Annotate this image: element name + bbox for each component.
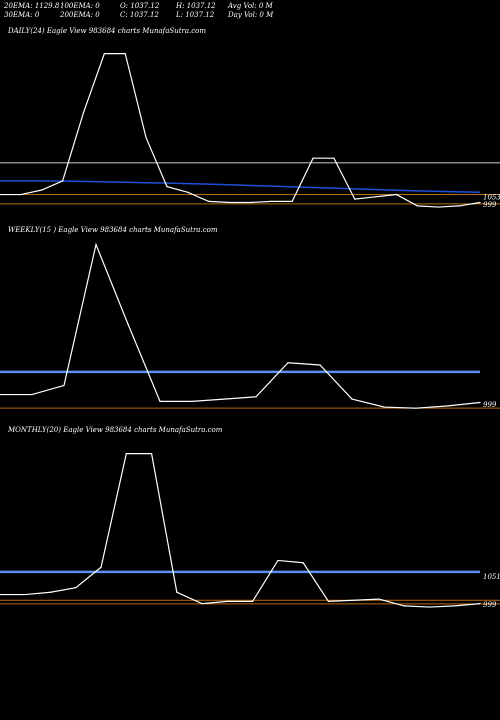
monthly-price-point — [403, 605, 405, 607]
daily-price-point — [228, 201, 231, 204]
daily-price-line — [0, 53, 481, 208]
weekly-price-point — [63, 384, 65, 387]
day-vol-stat: Day Vol: 0 M — [228, 11, 274, 19]
weekly-price-point — [447, 405, 449, 407]
weekly-right-label: 999 — [483, 401, 497, 409]
monthly-chart: 1051 999 — [0, 453, 500, 609]
avg-vol-stat: Avg Vol: 0 M — [228, 2, 273, 10]
daily-price-point — [145, 137, 147, 139]
daily-price-point — [166, 185, 168, 188]
daily-right-label: 999 — [483, 201, 497, 209]
weekly-price-point — [223, 398, 225, 400]
monthly-price-point — [302, 562, 304, 564]
daily-price-point — [479, 201, 481, 204]
monthly-price-point — [327, 600, 330, 602]
weekly-price-point — [287, 362, 289, 364]
monthly-price-point — [479, 603, 481, 605]
daily-price-point — [208, 200, 210, 202]
indicator-stats: 20EMA: 1129.8 30EMA: 0 100EMA: 0 200EMA:… — [0, 0, 500, 22]
daily-price-point — [270, 200, 272, 202]
monthly-price-point — [226, 600, 228, 602]
ema100-stat: 100EMA: 0 — [60, 2, 100, 10]
daily-panel-title: DAILY(24) Eagle View 983684 charts Munaf… — [8, 27, 207, 35]
monthly-right-label: 1051 — [483, 573, 500, 581]
daily-price-point — [62, 180, 64, 182]
monthly-price-point — [75, 587, 77, 589]
daily-right-label: 1053 — [483, 193, 500, 201]
weekly-price-point — [479, 401, 481, 404]
daily-price-point — [291, 200, 293, 202]
weekly-price-point — [319, 364, 321, 366]
weekly-price-point — [127, 323, 129, 325]
daily-price-point — [0, 193, 1, 196]
monthly-price-line — [0, 453, 481, 608]
weekly-price-point — [351, 398, 353, 400]
daily-price-point — [416, 205, 418, 207]
weekly-price-line — [0, 242, 481, 409]
monthly-price-point — [0, 593, 1, 596]
daily-price-point — [249, 201, 252, 204]
daily-price-point — [333, 157, 335, 159]
daily-price-point — [20, 193, 22, 196]
daily-price-point — [187, 191, 189, 193]
monthly-price-point — [24, 593, 26, 596]
monthly-price-point — [150, 453, 153, 455]
daily-price-point — [437, 206, 439, 208]
monthly-price-point — [176, 591, 178, 593]
daily-price-point — [82, 112, 85, 114]
daily-price-point — [354, 198, 356, 200]
weekly-panel-title: WEEKLY(15 ) Eagle View 983684 charts Mun… — [8, 226, 218, 234]
ema200-stat: 200EMA: 0 — [60, 11, 100, 19]
monthly-price-point — [428, 606, 431, 608]
weekly-price-point — [0, 393, 1, 396]
daily-ema-line — [0, 180, 481, 194]
weekly-price-point — [191, 400, 193, 402]
ema30-stat: 30EMA: 0 — [4, 11, 40, 19]
close-stat: C: 1037.12 — [120, 11, 159, 19]
high-stat: H: 1037.12 — [176, 2, 216, 10]
weekly-price-point — [383, 406, 385, 408]
weekly-price-point — [31, 393, 33, 396]
monthly-price-point — [252, 600, 254, 602]
monthly-price-point — [454, 605, 456, 607]
daily-price-point — [375, 196, 377, 198]
daily-price-point — [458, 205, 460, 207]
monthly-price-point — [125, 453, 127, 455]
monthly-price-point — [277, 559, 279, 562]
monthly-price-point — [49, 591, 52, 593]
daily-price-point — [41, 189, 43, 191]
daily-price-point — [103, 53, 105, 55]
weekly-price-point — [95, 243, 97, 246]
monthly-right-label: 999 — [483, 601, 497, 609]
daily-price-point — [312, 157, 314, 159]
weekly-chart: 999 — [0, 242, 500, 409]
monthly-price-point — [378, 598, 380, 600]
ema20-stat: 20EMA: 1129.8 — [4, 2, 60, 10]
daily-price-point — [124, 53, 126, 55]
open-stat: O: 1037.12 — [120, 2, 160, 10]
monthly-price-point — [100, 566, 102, 568]
weekly-price-point — [255, 396, 257, 398]
weekly-price-point — [415, 407, 417, 409]
daily-price-point — [395, 193, 398, 196]
monthly-price-point — [353, 599, 355, 601]
low-stat: L: 1037.12 — [176, 11, 215, 19]
monthly-price-point — [201, 603, 203, 605]
monthly-panel-title: MONTHLY(20) Eagle View 983684 charts Mun… — [8, 426, 223, 434]
weekly-price-point — [159, 400, 161, 402]
